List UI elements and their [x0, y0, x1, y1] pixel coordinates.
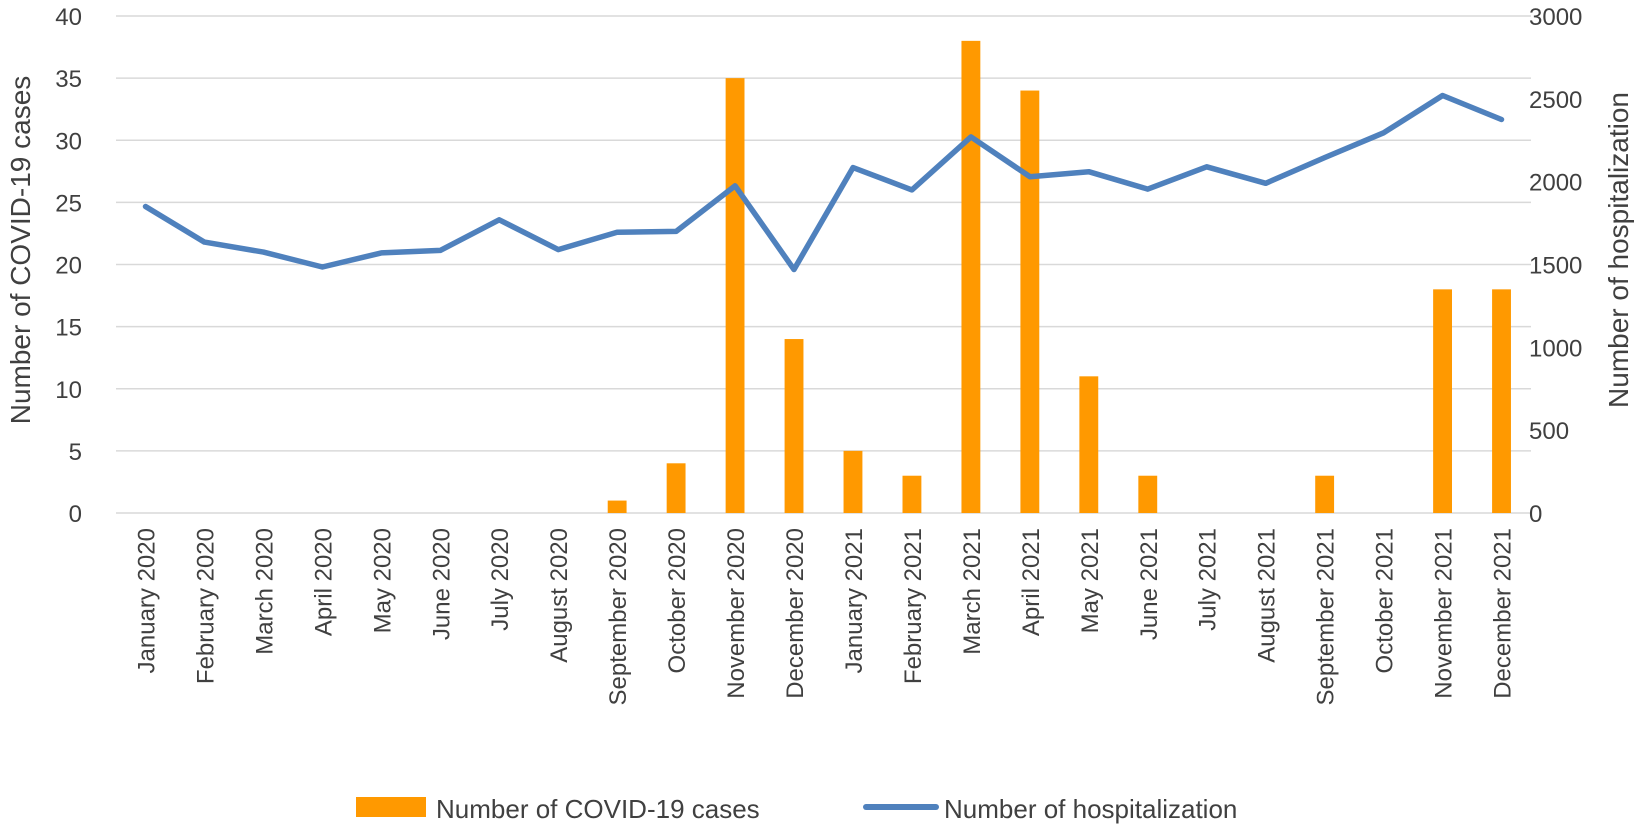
x-tick-label: May 2021 [1077, 528, 1104, 633]
line-series [142, 92, 1505, 273]
right-axis-ticks: 0 500 1000 1500 2000 2500 3000 [1529, 4, 1582, 528]
x-tick-label: September 2021 [1313, 528, 1340, 705]
bar [1492, 289, 1511, 513]
left-tick-label: 40 [55, 4, 82, 31]
legend-line-label: Number of hospitalization [944, 794, 1237, 824]
x-tick-label: September 2020 [605, 528, 632, 705]
bar [607, 500, 627, 513]
left-tick-label: 15 [55, 315, 82, 342]
left-tick-label: 5 [69, 439, 82, 466]
right-tick-label: 3000 [1529, 4, 1582, 31]
x-tick-label: June 2020 [428, 528, 455, 640]
legend: Number of COVID-19 cases Number of hospi… [356, 794, 1237, 824]
left-tick-label: 25 [55, 190, 82, 217]
x-tick-label: March 2020 [251, 528, 278, 655]
right-tick-label: 2000 [1529, 170, 1582, 197]
x-tick-label: April 2020 [310, 528, 337, 636]
legend-bar-swatch [356, 797, 426, 817]
bar [1433, 289, 1452, 513]
left-tick-label: 10 [55, 377, 82, 404]
x-tick-label: October 2021 [1372, 528, 1399, 673]
x-tick-label: November 2021 [1431, 528, 1458, 699]
x-tick-label: June 2021 [1136, 528, 1163, 640]
x-tick-label: February 2021 [900, 528, 927, 684]
bar [902, 475, 922, 513]
x-tick-label: February 2020 [192, 528, 219, 684]
bar [1138, 475, 1158, 513]
bar [1315, 475, 1335, 513]
x-tick-label: August 2021 [1254, 528, 1281, 663]
right-tick-label: 1500 [1529, 253, 1582, 280]
bar [725, 78, 745, 513]
right-tick-label: 500 [1529, 418, 1569, 445]
x-tick-label: July 2020 [487, 528, 514, 631]
right-tick-label: 0 [1529, 501, 1542, 528]
right-axis-title: Number of hospitalization [1603, 92, 1634, 408]
x-tick-label: October 2020 [664, 528, 691, 673]
left-tick-label: 35 [55, 66, 82, 93]
left-tick-label: 30 [55, 128, 82, 155]
x-tick-label: December 2021 [1490, 528, 1517, 699]
left-axis-ticks: 0 5 10 15 20 25 30 35 40 [55, 4, 82, 528]
bar [666, 463, 686, 513]
left-tick-label: 0 [69, 501, 82, 528]
legend-bar-label: Number of COVID-19 cases [436, 794, 760, 824]
x-tick-label: July 2021 [1195, 528, 1222, 631]
bar [843, 450, 863, 513]
bar [784, 339, 804, 513]
left-tick-label: 20 [55, 253, 82, 280]
bar-series [607, 40, 1511, 514]
bar [961, 40, 981, 513]
x-tick-label: March 2021 [959, 528, 986, 655]
left-axis-title: Number of COVID-19 cases [5, 76, 36, 425]
bar [1079, 376, 1099, 513]
right-tick-label: 1000 [1529, 335, 1582, 362]
x-tick-label: April 2021 [1018, 528, 1045, 636]
x-tick-label: August 2020 [546, 528, 573, 663]
right-tick-label: 2500 [1529, 87, 1582, 114]
x-tick-label: November 2020 [723, 528, 750, 699]
x-tick-label: May 2020 [369, 528, 396, 633]
bar [1020, 90, 1040, 514]
x-tick-label: January 2021 [841, 528, 868, 673]
gridlines [116, 15, 1531, 514]
x-tick-label: January 2020 [133, 528, 160, 673]
hospitalization-line [142, 92, 1505, 273]
x-axis-ticks: January 2020 February 2020 March 2020 April… [133, 528, 1516, 705]
x-tick-label: December 2020 [782, 528, 809, 699]
